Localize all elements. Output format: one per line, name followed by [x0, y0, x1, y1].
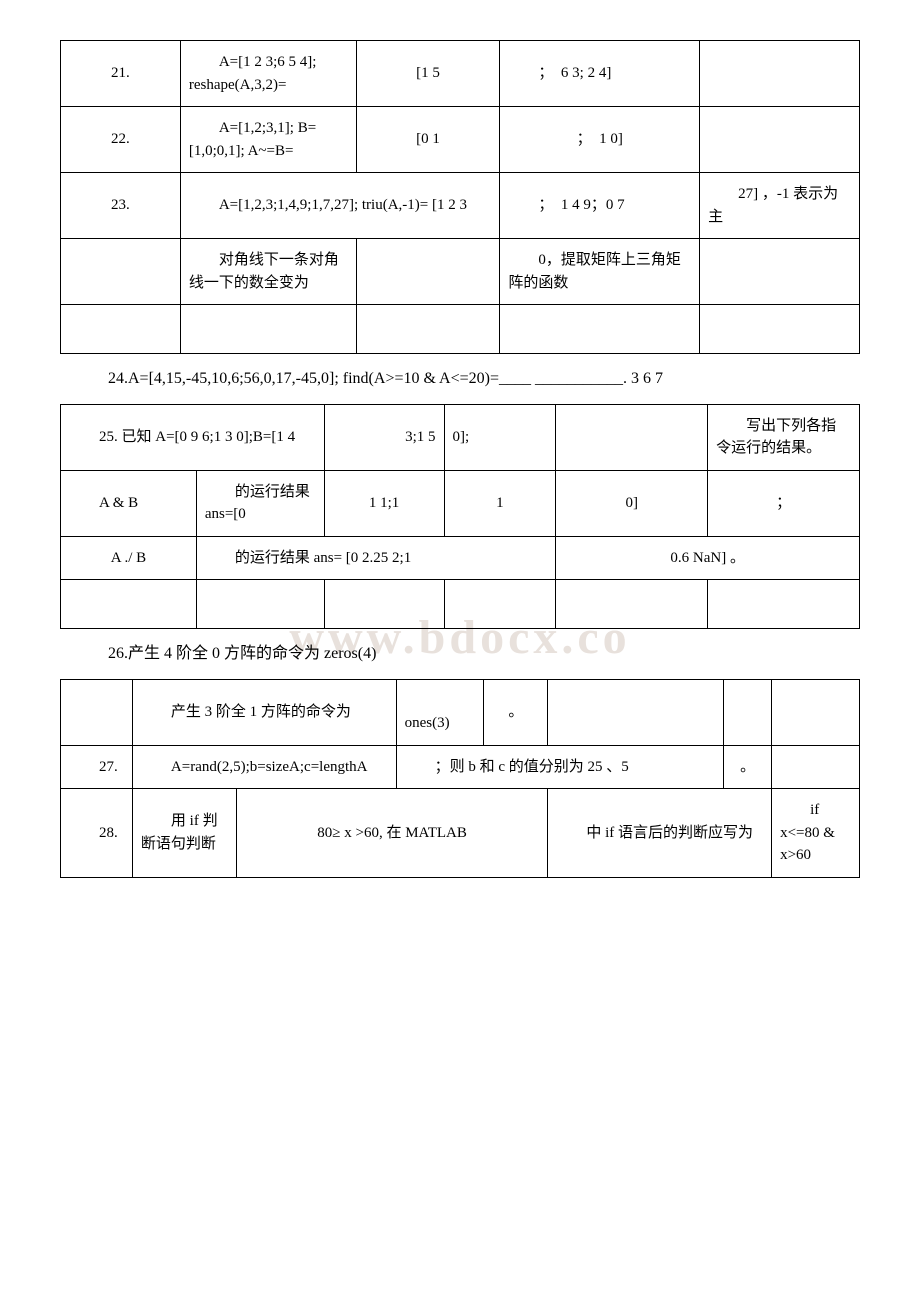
cell-21-expr: A=[1 2 3;6 5 4]; reshape(A,3,2)=	[180, 41, 356, 107]
cell-23-expr: A=[1,2,3;1,4,9;1,7,27]; triu(A,-1)= [1 2…	[180, 173, 500, 239]
cell-28-cond: 80≥ x >60, 在 MATLAB	[236, 789, 548, 878]
cell-25-f: 写出下列各指令运行的结果。	[708, 404, 860, 470]
cell-t3-r1-d: 。	[484, 679, 548, 745]
cell-28-num: 28.	[61, 789, 133, 878]
cell-t3-r1-a	[61, 679, 133, 745]
table-row: 对角线下一条对角线一下的数全变为 0，提取矩阵上三角矩阵的函数	[61, 239, 860, 305]
cell-adb-b: 的运行结果 ans= [0 2.25 2;1	[196, 536, 556, 580]
cell-27-ans: ；则 b 和 c 的值分别为 25 、5	[396, 745, 724, 789]
cell-21-num: 21.	[61, 41, 181, 107]
table-1: 21. A=[1 2 3;6 5 4]; reshape(A,3,2)= [1 …	[60, 40, 860, 354]
cell-22-b: ； 1 0]	[500, 107, 700, 173]
cell-adb-a: A ./ B	[61, 536, 197, 580]
cell-23e-e	[700, 239, 860, 305]
cell-23-b: ； 1 4 9；0 7	[500, 173, 700, 239]
table-row: 22. A=[1,2;3,1]; B=[1,0;0,1]; A~=B= [0 1…	[61, 107, 860, 173]
table-row: 23. A=[1,2,3;1,4,9;1,7,27]; triu(A,-1)= …	[61, 173, 860, 239]
table-row: 28. 用 if 判断语句判断 80≥ x >60, 在 MATLAB 中 if…	[61, 789, 860, 878]
cell-ab-f: ；	[708, 470, 860, 536]
table-row: A & B 的运行结果 ans=[0 1 1;1 1 0] ；	[61, 470, 860, 536]
cell-t3-r1-e	[548, 679, 724, 745]
cell-27-g	[772, 745, 860, 789]
cell-25-e	[556, 404, 708, 470]
cell-ab-e: 0]	[556, 470, 708, 536]
table-row-blank	[61, 580, 860, 629]
cell-27-expr: A=rand(2,5);b=sizeA;c=lengthA	[132, 745, 396, 789]
paragraph-24: 24.A=[4,15,-45,10,6;56,0,17,-45,0]; find…	[108, 366, 860, 392]
paragraph-26: 26.产生 4 阶全 0 方阵的命令为 zeros(4)	[108, 641, 860, 667]
cell-23-c: 27] ，-1 表示为主	[700, 173, 860, 239]
cell-23e-a	[61, 239, 181, 305]
cell-22-num: 22.	[61, 107, 181, 173]
cell-23e-b: 对角线下一条对角线一下的数全变为	[180, 239, 356, 305]
cell-ab-c: 1 1;1	[324, 470, 444, 536]
cell-t3-r1-f	[724, 679, 772, 745]
cell-21-a: [1 5	[356, 41, 500, 107]
cell-21-b: ； 6 3; 2 4]	[500, 41, 700, 107]
table-row: A ./ B 的运行结果 ans= [0 2.25 2;1 0.6 NaN] 。	[61, 536, 860, 580]
table-3: 产生 3 阶全 1 方阵的命令为 ones(3) 。 27. A=rand(2,…	[60, 679, 860, 878]
table-row: 25. 已知 A=[0 9 6;1 3 0];B=[1 4 3;1 5 0]; …	[61, 404, 860, 470]
cell-25-c: 3;1 5	[324, 404, 444, 470]
cell-23-num: 23.	[61, 173, 181, 239]
cell-28-ans: if x<=80 & x>60	[772, 789, 860, 878]
cell-28-zh: 中 if 语言后的判断应写为	[548, 789, 772, 878]
table-row: 21. A=[1 2 3;6 5 4]; reshape(A,3,2)= [1 …	[61, 41, 860, 107]
table-2: 25. 已知 A=[0 9 6;1 3 0];B=[1 4 3;1 5 0]; …	[60, 404, 860, 630]
cell-t3-r1-b: 产生 3 阶全 1 方阵的命令为	[132, 679, 396, 745]
cell-21-c	[700, 41, 860, 107]
cell-t3-r1-g	[772, 679, 860, 745]
cell-27-num: 27.	[61, 745, 133, 789]
table-row: 27. A=rand(2,5);b=sizeA;c=lengthA ；则 b 和…	[61, 745, 860, 789]
cell-22-c	[700, 107, 860, 173]
cell-23e-d: 0，提取矩阵上三角矩阵的函数	[500, 239, 700, 305]
cell-t3-r1-c: ones(3)	[396, 679, 484, 745]
cell-25-a: 25. 已知 A=[0 9 6;1 3 0];B=[1 4	[61, 404, 325, 470]
cell-ab-a: A & B	[61, 470, 197, 536]
cell-22-a: [0 1	[356, 107, 500, 173]
cell-ab-d: 1	[444, 470, 556, 536]
cell-ab-b: 的运行结果 ans=[0	[196, 470, 324, 536]
table-row: 产生 3 阶全 1 方阵的命令为 ones(3) 。	[61, 679, 860, 745]
cell-28-if: 用 if 判断语句判断	[132, 789, 236, 878]
cell-25-d: 0];	[444, 404, 556, 470]
cell-27-dot: 。	[724, 745, 772, 789]
table-row-blank	[61, 305, 860, 354]
cell-adb-e: 0.6 NaN] 。	[556, 536, 860, 580]
cell-22-expr: A=[1,2;3,1]; B=[1,0;0,1]; A~=B=	[180, 107, 356, 173]
cell-23e-c	[356, 239, 500, 305]
